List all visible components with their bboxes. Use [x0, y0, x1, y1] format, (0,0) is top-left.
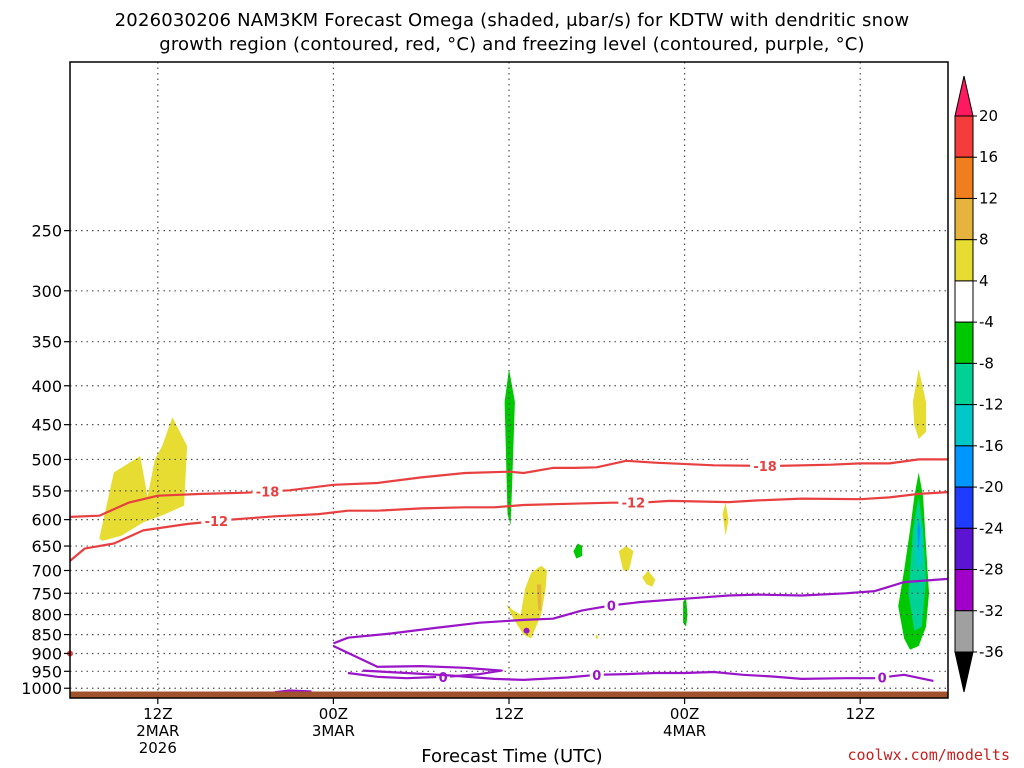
chart-title-line-1: 2026030206 NAM3KM Forecast Omega (shaded… — [114, 10, 910, 31]
contour-label-bg — [604, 597, 619, 614]
colorbar-label: -36 — [979, 643, 1004, 661]
y-tick-label: 300 — [31, 282, 62, 301]
colorbar-bin — [954, 362, 974, 406]
grid-lines — [70, 62, 948, 698]
x-tick-label: 12Z — [846, 705, 875, 723]
y-tick-label: 950 — [31, 662, 62, 681]
x-axis-title: Forecast Time (UTC) — [421, 746, 603, 767]
y-tick-label: 700 — [31, 562, 62, 581]
colorbar-bin — [954, 610, 974, 653]
colorbar-bin — [954, 156, 974, 199]
colorbar-label: 20 — [979, 107, 998, 125]
colorbar-label: -16 — [979, 437, 1004, 455]
contour-marker — [523, 627, 530, 634]
contour-label-bg — [618, 494, 649, 511]
omega-region-3 — [536, 584, 542, 611]
colorbar-label: 4 — [979, 272, 989, 290]
colorbar-top-triangle — [954, 75, 974, 117]
credit-link[interactable]: coolwx.com/modelts — [847, 746, 1010, 764]
contour-label-bg — [750, 457, 781, 474]
colorbar-bin — [954, 280, 974, 323]
contour-line-4 — [362, 669, 934, 682]
contour-label: -18 — [753, 460, 777, 475]
colorbar-label: -20 — [979, 478, 1004, 496]
colorbar-bin — [954, 239, 974, 282]
y-tick-label: 400 — [31, 377, 62, 396]
colorbar-bin — [954, 115, 974, 158]
omega-region-0 — [99, 417, 188, 541]
y-tick-label: 250 — [31, 222, 62, 241]
surface-fill — [70, 691, 948, 698]
contour-label: 0 — [607, 599, 616, 614]
contour-label: 0 — [439, 671, 448, 686]
y-tick-label: 750 — [31, 584, 62, 603]
colorbar-label: -8 — [979, 354, 994, 372]
omega-region-6 — [618, 546, 634, 571]
omega-region-4 — [573, 543, 583, 559]
contour-lines: -18 -18 -12 -12 0 0 0 0 — [67, 457, 949, 694]
colorbar-label: 8 — [979, 231, 989, 249]
omega-region-14 — [917, 519, 921, 552]
colorbar-label: -4 — [979, 313, 994, 331]
colorbar-bin — [954, 445, 974, 488]
x-tick-label: 2MAR — [136, 722, 179, 740]
omega-region-7 — [642, 570, 656, 587]
chart-title-line-2: growth region (contoured, red, °C) and f… — [159, 34, 865, 55]
colorbar-label: -32 — [979, 602, 1004, 620]
colorbar-label: 12 — [979, 189, 998, 207]
contour-label: -12 — [205, 515, 229, 530]
y-tick-label: 450 — [31, 416, 62, 435]
y-tick-label: 1000 — [21, 679, 62, 698]
colorbar-label: 16 — [979, 148, 998, 166]
contour-line-0 — [69, 458, 948, 518]
contour-line-3 — [332, 645, 503, 680]
colorbar-bin — [954, 569, 974, 612]
y-tick-label: 550 — [31, 482, 62, 501]
colorbar-bin — [954, 527, 974, 571]
x-tick-label: 3MAR — [312, 722, 355, 740]
y-tick-label: 850 — [31, 626, 62, 645]
contour-label-bg — [201, 513, 232, 530]
y-axis-ticks: 2503003504004505005506006507007508008509… — [21, 222, 70, 698]
contour-label: -18 — [256, 485, 280, 500]
omega-region-8 — [683, 597, 688, 627]
y-tick-label: 800 — [31, 606, 62, 625]
x-tick-label: 2026 — [139, 739, 177, 757]
colorbar-bin — [954, 321, 974, 364]
colorbar-bin — [954, 197, 974, 241]
y-tick-label: 500 — [31, 450, 62, 469]
colorbar-label: -12 — [979, 396, 1004, 414]
x-tick-label: 00Z — [670, 705, 699, 723]
contour-line-2 — [332, 577, 949, 645]
colorbar-label: -24 — [979, 519, 1004, 537]
omega-region-1 — [504, 368, 515, 526]
x-tick-label: 12Z — [143, 705, 172, 723]
colorbar-bin — [954, 404, 974, 447]
contour-label-bg — [436, 668, 451, 685]
y-tick-label: 350 — [31, 333, 62, 352]
contour-label: 0 — [878, 671, 887, 686]
contour-label: -12 — [622, 497, 646, 512]
contour-line-1 — [69, 491, 949, 562]
contour-label-bg — [252, 483, 283, 500]
colorbar-label: -28 — [979, 561, 1004, 579]
x-tick-label: 4MAR — [663, 722, 706, 740]
colorbar-legend: 20 16 12 8 4 -4 -8 -12 -16 -20 -24 -28 -32 -36 — [954, 75, 1004, 693]
contour-label: 0 — [592, 669, 601, 684]
y-tick-label: 650 — [31, 537, 62, 556]
ground-surface — [70, 691, 948, 698]
omega-region-5 — [595, 634, 599, 640]
contour-label-bg — [875, 669, 890, 686]
omega-region-10 — [912, 368, 926, 439]
colorbar-bottom-triangle — [954, 651, 974, 693]
x-tick-label: 00Z — [319, 705, 348, 723]
y-tick-label: 600 — [31, 511, 62, 530]
contour-label-bg — [589, 666, 604, 683]
x-tick-label: 12Z — [494, 705, 523, 723]
colorbar-bin — [954, 486, 974, 529]
y-tick-label: 900 — [31, 644, 62, 663]
